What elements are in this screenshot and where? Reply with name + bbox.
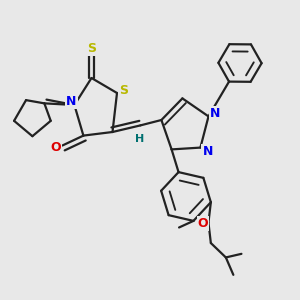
Text: O: O	[198, 217, 208, 230]
Text: N: N	[66, 95, 76, 108]
Text: H: H	[135, 134, 144, 144]
Text: S: S	[119, 83, 128, 97]
Text: N: N	[202, 145, 213, 158]
Text: N: N	[210, 107, 220, 120]
Text: S: S	[87, 42, 96, 55]
Text: O: O	[50, 141, 61, 154]
